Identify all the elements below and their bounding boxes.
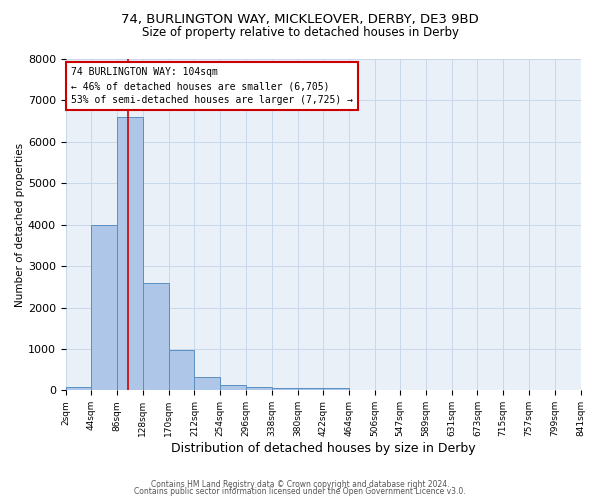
- Bar: [169, 350, 194, 391]
- X-axis label: Distribution of detached houses by size in Derby: Distribution of detached houses by size …: [171, 442, 475, 455]
- Text: Contains public sector information licensed under the Open Government Licence v3: Contains public sector information licen…: [134, 488, 466, 496]
- Bar: [246, 386, 272, 390]
- Bar: [91, 224, 117, 390]
- Bar: [220, 384, 246, 390]
- Text: 74 BURLINGTON WAY: 104sqm
← 46% of detached houses are smaller (6,705)
53% of se: 74 BURLINGTON WAY: 104sqm ← 46% of detac…: [71, 68, 353, 106]
- Text: 74, BURLINGTON WAY, MICKLEOVER, DERBY, DE3 9BD: 74, BURLINGTON WAY, MICKLEOVER, DERBY, D…: [121, 12, 479, 26]
- Text: Contains HM Land Registry data © Crown copyright and database right 2024.: Contains HM Land Registry data © Crown c…: [151, 480, 449, 489]
- Bar: [298, 388, 323, 390]
- Bar: [117, 117, 143, 390]
- Y-axis label: Number of detached properties: Number of detached properties: [15, 142, 25, 306]
- Bar: [143, 282, 169, 391]
- Bar: [272, 388, 298, 390]
- Bar: [194, 377, 220, 390]
- Text: Size of property relative to detached houses in Derby: Size of property relative to detached ho…: [142, 26, 458, 39]
- Bar: [65, 387, 91, 390]
- Bar: [323, 388, 349, 390]
